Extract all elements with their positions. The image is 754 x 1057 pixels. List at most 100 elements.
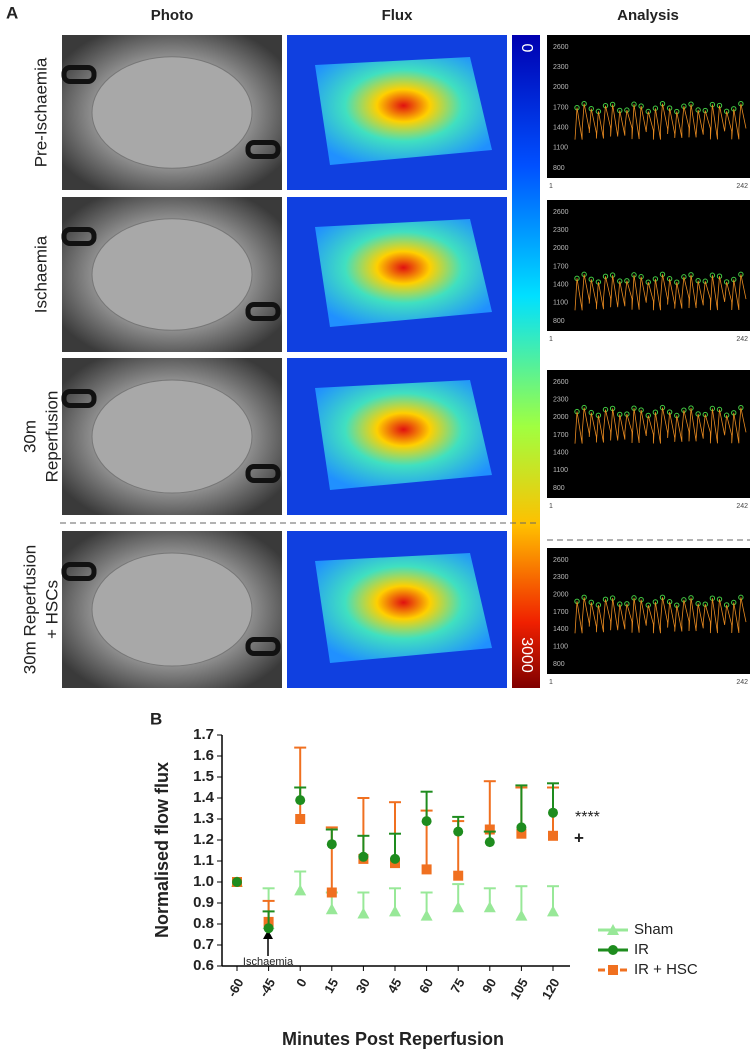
legend-label: Sham [634, 921, 673, 938]
point [326, 839, 337, 850]
x-tick-label: -60 [224, 976, 246, 1000]
point [326, 887, 337, 898]
analysis-tick: 1 [549, 503, 553, 510]
row-label: Pre-Ischaemia [31, 57, 50, 167]
y-tick-label: 1.3 [193, 810, 214, 827]
y-tick-label: 1.5 [193, 768, 214, 785]
photo-clamp [245, 464, 281, 483]
point [608, 965, 618, 975]
x-tick-label: 60 [416, 976, 436, 996]
column-header: Analysis [617, 7, 679, 24]
y-tick-label: 0.8 [193, 915, 214, 932]
point [232, 877, 242, 887]
y-tick-label: 1.4 [193, 789, 215, 806]
analysis-plot [547, 200, 750, 345]
analysis-tick: 1700 [553, 263, 569, 270]
y-tick-label: 1.2 [193, 831, 214, 848]
analysis-tick: 2000 [553, 245, 569, 252]
photo-tissue [91, 56, 253, 169]
row-label: Ischaemia [31, 235, 50, 313]
analysis-footer [547, 331, 750, 345]
row-label: Reperfusion [42, 391, 61, 483]
photo-tissue [91, 552, 253, 667]
analysis-tick: 1700 [553, 609, 569, 616]
y-tick-label: 1.7 [193, 726, 214, 743]
point [389, 905, 401, 917]
point [295, 795, 306, 806]
point [452, 901, 465, 913]
photo-clamp [61, 389, 97, 408]
analysis-plot [547, 370, 750, 512]
point [263, 923, 274, 934]
analysis-tick: 2300 [553, 397, 569, 404]
point [515, 909, 528, 921]
x-tick-label: 45 [384, 976, 404, 996]
point [421, 816, 432, 827]
annotation-arrow [263, 930, 273, 939]
point [357, 907, 370, 919]
y-tick-label: 1.0 [193, 873, 214, 890]
flux-tissue [315, 57, 492, 165]
panel-label: A [6, 3, 18, 22]
analysis-tick: 2300 [553, 227, 569, 234]
point [453, 870, 464, 881]
y-tick-label: 1.6 [193, 747, 214, 764]
colorbar [512, 35, 540, 688]
row-label: 30m [20, 420, 39, 453]
analysis-tick: 1100 [553, 644, 568, 651]
point [420, 909, 433, 921]
analysis-trace [574, 407, 747, 444]
significance: **** [575, 809, 600, 826]
point [421, 864, 432, 875]
point [548, 807, 558, 818]
point [548, 830, 558, 841]
analysis-tick: 1400 [553, 125, 569, 132]
flux-tissue [315, 553, 492, 663]
analysis-tick: 242 [736, 183, 748, 190]
annotation: Ischaemia [243, 956, 294, 968]
analysis-tick: 2300 [553, 574, 569, 581]
column-header: Photo [151, 7, 194, 24]
row-label: + HSCs [42, 580, 61, 639]
analysis-tick: 1700 [553, 432, 569, 439]
point [390, 853, 400, 864]
analysis-tick: 1 [549, 183, 553, 190]
analysis-tick: 2600 [553, 209, 569, 216]
analysis-tick: 242 [736, 679, 748, 686]
analysis-trace [574, 597, 747, 634]
point [484, 837, 495, 848]
point [608, 945, 618, 955]
colorbar-label: 3000 [518, 637, 535, 673]
legend-label: IR + HSC [634, 961, 698, 978]
flux-tissue [315, 380, 492, 490]
photo-clamp [61, 227, 97, 246]
y-axis-title: Normalised flow flux [152, 762, 172, 938]
y-tick-label: 0.6 [193, 957, 214, 974]
photo-clamp [61, 65, 97, 84]
point [453, 826, 464, 837]
x-tick-label: 30 [353, 976, 373, 996]
point [484, 824, 495, 835]
analysis-footer [547, 498, 750, 512]
photo-clamp [245, 637, 281, 656]
analysis-tick: 1100 [553, 145, 568, 152]
row-label: 30m Reperfusion [20, 545, 39, 674]
analysis-tick: 1400 [553, 450, 569, 457]
point [547, 905, 559, 917]
x-tick-label: -45 [256, 976, 278, 1000]
analysis-tick: 1100 [553, 467, 568, 474]
photo-clamp [61, 562, 97, 581]
analysis-tick: 2000 [553, 414, 569, 421]
photo-tissue [91, 379, 253, 494]
analysis-tick: 2300 [553, 64, 569, 71]
x-tick-label: 0 [293, 976, 310, 990]
x-tick-label: 75 [448, 976, 468, 996]
point [516, 828, 527, 839]
colorbar-label: 0 [518, 44, 535, 53]
point [295, 814, 306, 824]
y-tick-label: 0.9 [193, 894, 214, 911]
analysis-plot [547, 548, 750, 688]
point [607, 924, 619, 935]
legend-label: IR [634, 941, 649, 958]
